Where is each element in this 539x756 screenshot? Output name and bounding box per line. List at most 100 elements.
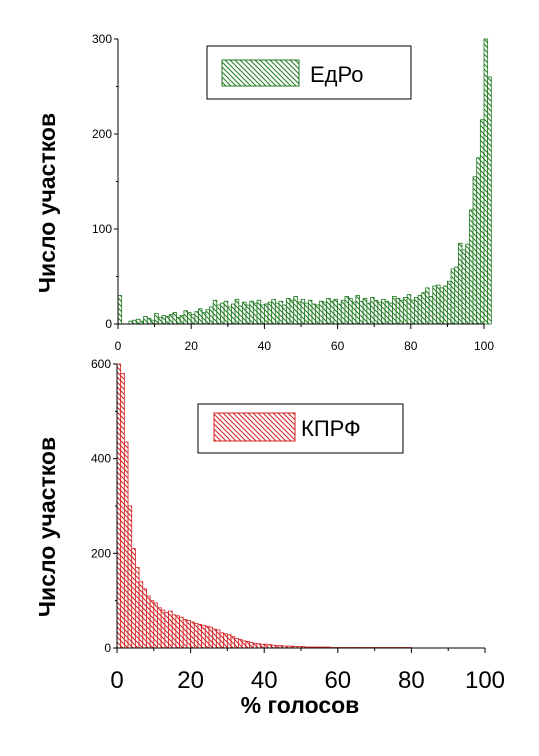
bottom-bar	[171, 614, 177, 649]
top-bar	[135, 318, 141, 325]
top-bar	[410, 299, 415, 325]
top-bar	[234, 298, 240, 325]
bottom-x-tick-label: 20	[177, 667, 204, 694]
top-bar	[238, 305, 243, 325]
top-bar	[293, 296, 298, 325]
bottom-bar	[193, 622, 199, 649]
bottom-bar	[219, 632, 225, 649]
top-bar	[190, 314, 196, 325]
top-bar	[428, 296, 434, 325]
top-bar	[220, 302, 225, 325]
bottom-bar	[212, 628, 217, 649]
bottom-bar	[153, 602, 158, 649]
top-bar	[157, 316, 163, 325]
bottom-bar	[249, 641, 254, 649]
bottom-bar	[241, 640, 247, 649]
top-y-tick-label: 200	[92, 127, 112, 141]
top-bar	[274, 302, 280, 325]
top-bar	[359, 300, 364, 325]
top-bar	[187, 312, 192, 325]
bottom-bar	[260, 643, 265, 649]
top-bar	[344, 296, 349, 325]
top-legend-swatch	[221, 59, 300, 87]
top-bar	[472, 176, 478, 325]
top-bar	[165, 315, 170, 325]
top-bar	[450, 268, 456, 325]
bottom-y-axis-label: Число участков	[34, 437, 60, 617]
top-bar	[443, 285, 448, 325]
bottom-bar	[226, 634, 232, 649]
top-bar	[209, 306, 214, 325]
top-bar	[439, 287, 445, 325]
bottom-bar	[204, 625, 210, 649]
bottom-bar	[149, 600, 155, 649]
bottom-bar	[138, 581, 144, 649]
top-bar	[392, 296, 397, 325]
bottom-legend-swatch	[213, 412, 296, 442]
bottom-bar	[223, 633, 228, 649]
bottom-bar	[123, 441, 129, 649]
bottom-y-tick-label: 0	[104, 641, 111, 655]
top-x-tick-label: 80	[404, 339, 418, 353]
top-bar	[231, 303, 236, 325]
top-bar	[454, 266, 459, 325]
top-legend: ЕдРо	[206, 45, 412, 100]
bottom-bar	[179, 616, 184, 649]
top-bar	[461, 249, 467, 325]
bottom-bar	[197, 623, 203, 649]
bottom-bar	[157, 607, 162, 649]
top-bar	[227, 306, 232, 325]
bottom-x-tick-label: 80	[398, 667, 425, 694]
bottom-bar	[230, 636, 236, 649]
top-axes-group: 0 100 200 300 0 20 40 60 80 100	[92, 32, 494, 353]
bottom-y-tick-label: 400	[91, 452, 111, 466]
top-bar	[432, 285, 437, 325]
bottom-bar	[160, 609, 166, 649]
top-bar	[212, 299, 218, 325]
top-bar	[278, 300, 284, 325]
top-bar	[340, 299, 346, 325]
top-bar	[172, 312, 177, 325]
bottom-legend-label: КПРФ	[301, 416, 361, 441]
top-bar	[194, 311, 199, 325]
top-bar	[253, 302, 258, 325]
top-x-tick-label: 60	[331, 339, 345, 353]
bottom-bar	[134, 567, 140, 649]
top-bar	[457, 242, 463, 325]
bottom-bar	[146, 595, 151, 649]
top-bar	[256, 299, 262, 325]
top-bar	[337, 303, 342, 325]
top-bar	[304, 302, 309, 325]
top-bar	[465, 243, 470, 325]
top-bar	[381, 298, 386, 325]
top-bar	[483, 38, 489, 325]
bottom-x-tick-label: 60	[324, 667, 351, 694]
top-bar	[333, 298, 339, 325]
top-bar	[351, 301, 357, 325]
top-bar	[242, 301, 247, 325]
top-bar	[384, 300, 390, 325]
top-bar	[223, 300, 229, 325]
top-bar	[468, 209, 474, 325]
top-bar	[355, 295, 360, 325]
top-bar	[476, 157, 481, 325]
top-bar	[329, 300, 335, 325]
top-bar	[399, 299, 404, 325]
top-bar	[132, 319, 137, 325]
top-bar	[322, 301, 328, 325]
bottom-bar	[186, 620, 191, 649]
top-bar	[263, 303, 269, 325]
top-bar	[311, 303, 317, 325]
bottom-chart: Число участков 0 200 400 600 0 20 40 60 80 100 КП…	[34, 357, 505, 718]
top-bar	[154, 313, 159, 325]
bottom-bar	[164, 612, 169, 649]
top-bar	[249, 300, 254, 325]
top-bar	[176, 316, 181, 325]
top-bar	[373, 299, 379, 325]
bottom-bar	[175, 615, 180, 649]
top-bars-group	[117, 38, 492, 325]
top-bar	[300, 298, 306, 325]
bottom-x-tick-label: 0	[110, 667, 123, 694]
bottom-bar	[142, 588, 147, 649]
